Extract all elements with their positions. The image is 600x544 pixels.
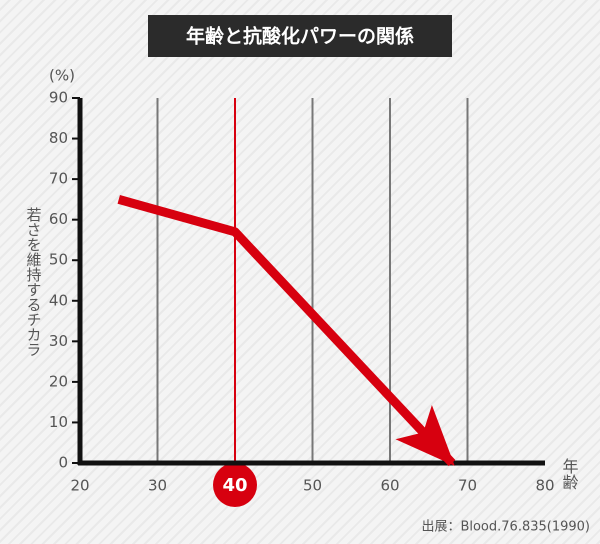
y-tick-label: 20 [49,372,68,390]
chart-title: 年齢と抗酸化パワーの関係 [186,25,414,48]
y-axis-label: 若さを維持するチカラ [25,207,43,357]
highlight-marker [213,463,257,507]
title-box [148,15,452,57]
data-line [117,195,456,467]
y-tick-label: 70 [49,170,68,188]
x-tick-label: 50 [303,477,322,495]
y-tick-label: 10 [49,413,68,431]
y-tick-label: 60 [49,210,68,228]
y-tick-label: 0 [58,454,68,472]
source: 出展：Blood.76.835(1990) [421,520,590,535]
y-tick-label: 30 [49,332,68,350]
y-tick-label: 90 [49,89,68,107]
y-tick-label: 50 [49,251,68,269]
x-tick-label: 70 [458,477,477,495]
y-unit: (%) [49,67,75,85]
x-axis-label: 年齢 [560,458,579,490]
y-tick-label: 80 [49,129,68,147]
y-tick-label: 40 [49,291,68,309]
x-tick-label: 20 [70,477,89,495]
x-tick-label: 30 [148,477,167,495]
x-tick-label: 40 [222,475,247,496]
x-tick-label: 80 [535,477,554,495]
x-tick-label: 60 [380,477,399,495]
